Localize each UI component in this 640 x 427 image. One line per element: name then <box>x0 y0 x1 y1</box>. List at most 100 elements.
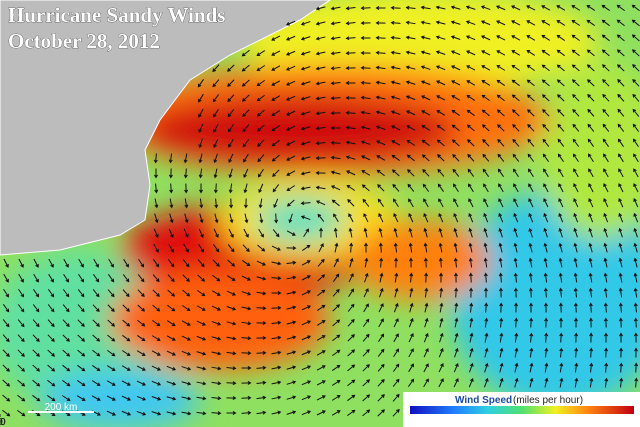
wind-arrow <box>541 5 551 11</box>
wind-arrow <box>166 411 177 416</box>
wind-arrow <box>420 5 431 10</box>
wind-arrow <box>211 305 221 311</box>
wind-arrow <box>316 350 326 356</box>
wind-arrow <box>573 272 578 283</box>
wind-arrow <box>198 243 204 253</box>
wind-arrow <box>300 66 311 71</box>
wind-arrow <box>333 227 338 238</box>
wind-arrow <box>197 259 205 268</box>
wind-arrow <box>468 227 473 238</box>
wind-arrow <box>61 395 71 402</box>
wind-arrow <box>227 79 235 87</box>
wind-arrow <box>196 366 207 371</box>
wind-arrow <box>62 364 71 372</box>
wind-arrow <box>406 139 416 146</box>
wind-arrow <box>360 125 371 130</box>
wind-arrow <box>212 259 220 267</box>
wind-arrow <box>345 51 356 56</box>
wind-arrow <box>378 333 385 342</box>
wind-arrow <box>514 362 519 373</box>
wind-arrow <box>137 335 146 342</box>
wind-arrow <box>603 212 609 223</box>
wind-arrow <box>152 289 160 297</box>
wind-arrow <box>300 96 311 101</box>
wind-arrow <box>542 109 550 117</box>
wind-arrow <box>556 20 566 26</box>
wind-arrow <box>601 64 610 72</box>
wind-arrow <box>633 168 639 178</box>
wind-arrow <box>467 153 475 162</box>
wind-arrow <box>468 257 473 268</box>
wind-arrow <box>315 36 326 41</box>
wind-arrow <box>228 168 233 179</box>
wind-arrow <box>528 168 534 178</box>
wind-arrow <box>63 273 69 283</box>
wind-arrow <box>286 230 296 236</box>
wind-arrow <box>272 229 280 238</box>
wind-arrow <box>227 94 235 103</box>
wind-arrow <box>301 290 311 296</box>
wind-arrow <box>213 228 219 238</box>
wind-arrow <box>408 242 413 253</box>
wind-arrow <box>197 79 204 88</box>
wind-arrow <box>330 170 341 175</box>
wind-arrow <box>345 125 356 130</box>
wind-arrow <box>631 19 640 27</box>
wind-arrow <box>227 259 236 267</box>
wind-arrow <box>511 79 520 87</box>
wind-arrow <box>154 213 159 224</box>
wind-arrow <box>557 94 565 102</box>
wind-arrow <box>136 365 146 371</box>
wind-arrow <box>484 347 489 358</box>
wind-arrow <box>529 362 534 373</box>
wind-arrow <box>198 138 203 149</box>
wind-arrow <box>483 257 488 268</box>
wind-arrow <box>331 185 341 191</box>
wind-arrow <box>271 110 281 116</box>
wind-arrow <box>511 20 521 26</box>
wind-arrow <box>498 242 503 253</box>
wind-arrow <box>211 381 222 386</box>
wind-arrow <box>17 409 26 417</box>
wind-arrow <box>439 332 444 343</box>
wind-arrow <box>301 410 312 416</box>
wind-arrow <box>480 20 491 26</box>
wind-arrow <box>543 287 548 298</box>
wind-arrow <box>331 199 340 207</box>
wind-arrow <box>169 213 174 224</box>
wind-arrow <box>316 410 326 416</box>
wind-arrow <box>241 366 252 370</box>
scale-bar: 200 km <box>28 402 94 413</box>
wind-arrow <box>271 139 280 147</box>
wind-arrow <box>274 213 279 224</box>
title-line-1: Hurricane Sandy Winds <box>8 3 225 27</box>
wind-arrow <box>499 317 504 328</box>
land <box>0 0 331 256</box>
wind-arrow <box>527 138 535 147</box>
wind-arrow <box>62 379 71 387</box>
wind-arrow <box>588 212 594 223</box>
wind-arrow <box>76 380 86 387</box>
wind-arrow <box>572 153 579 163</box>
wind-arrow <box>451 139 460 147</box>
wind-arrow <box>300 171 311 176</box>
wind-arrow <box>450 20 461 25</box>
wind-arrow <box>587 123 595 132</box>
wind-arrow <box>242 124 250 133</box>
wind-arrow <box>166 381 177 386</box>
wind-arrow <box>377 378 385 387</box>
wind-arrow <box>226 321 237 326</box>
wind-arrow <box>332 288 340 297</box>
wind-arrow <box>586 49 595 57</box>
wind-arrow <box>378 303 384 313</box>
wind-arrow <box>541 79 550 87</box>
wind-arrow <box>244 213 249 224</box>
wind-arrow <box>241 395 252 400</box>
wind-arrow <box>271 395 282 400</box>
wind-arrow <box>633 287 638 298</box>
wind-arrow <box>168 228 174 239</box>
wind-arrow <box>407 169 415 177</box>
wind-arrow <box>345 36 356 41</box>
